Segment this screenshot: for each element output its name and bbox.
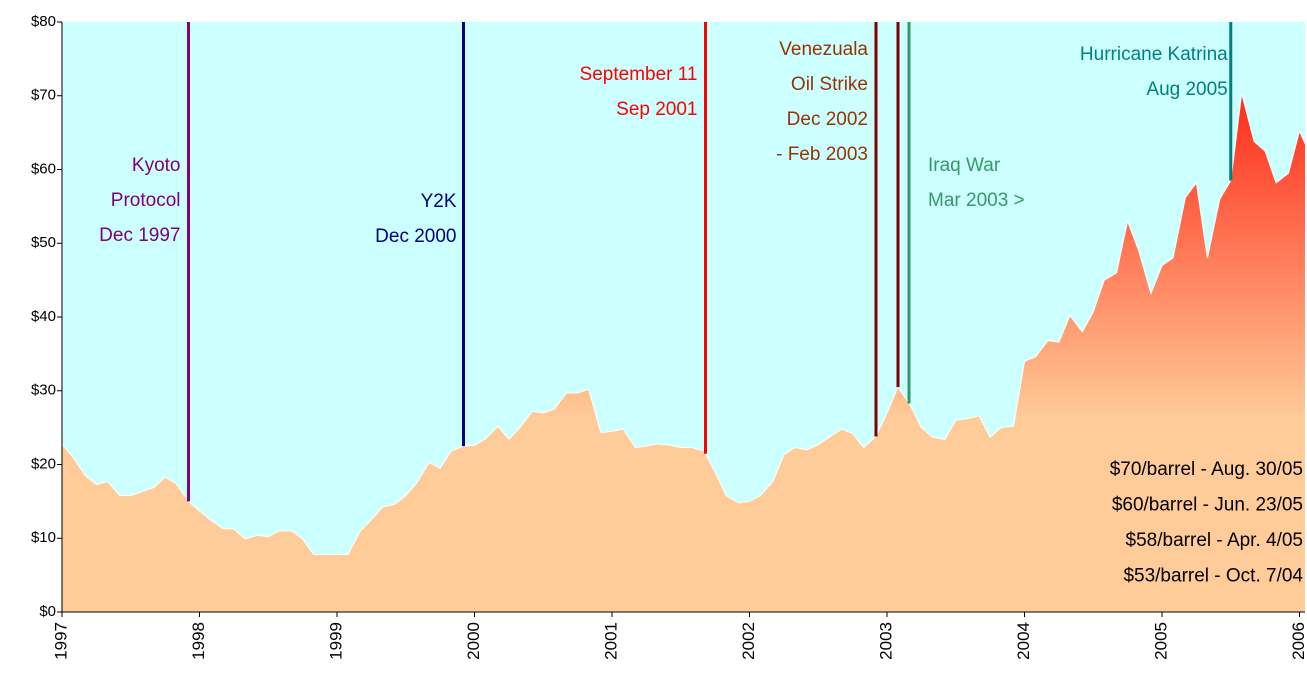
area	[62, 93, 1305, 612]
event-label: Mar 2003 >	[928, 190, 1025, 211]
x-tick-label: 2000	[464, 622, 483, 660]
y-tick-label: $40	[31, 308, 56, 325]
event-label: Protocol	[111, 190, 181, 211]
y-tick-label: $60	[31, 160, 56, 177]
x-tick-label: 1998	[189, 622, 208, 660]
x-tick-label: 2001	[601, 622, 620, 660]
y-tick-label: $20	[31, 455, 56, 472]
event-label: Hurricane Katrina	[1080, 44, 1228, 65]
event-label: Dec 2002	[787, 109, 868, 130]
x-tick-label: 2003	[876, 622, 895, 660]
event-label: Y2K	[421, 191, 457, 212]
y-tick-label: $50	[31, 234, 56, 251]
y-tick-label: $10	[31, 529, 56, 546]
event-label: September 11	[580, 64, 698, 85]
x-tick-label: 2002	[739, 622, 758, 660]
x-tick-label: 1999	[326, 622, 345, 660]
annotation: $70/barrel - Aug. 30/05	[1110, 459, 1303, 480]
event-label: Venezuala	[779, 39, 868, 60]
event-label: Kyoto	[132, 155, 181, 176]
x-tick-label: 2006	[1289, 622, 1307, 660]
event-label: Dec 1997	[99, 225, 180, 246]
x-tick-label: 2004	[1014, 622, 1033, 660]
area-edge	[61, 93, 1306, 555]
y-tick-label: $70	[31, 87, 56, 104]
event-label: Oil Strike	[791, 74, 868, 95]
event-label: Dec 2000	[375, 226, 456, 247]
y-tick-label: $0	[39, 603, 56, 620]
event-label: - Feb 2003	[776, 144, 868, 165]
event-label: Sep 2001	[616, 99, 697, 120]
event-label: Iraq War	[928, 155, 1001, 176]
annotation: $58/barrel - Apr. 4/05	[1126, 530, 1303, 551]
x-tick-label: 1997	[51, 622, 70, 660]
annotation: $53/barrel - Oct. 7/04	[1123, 566, 1303, 587]
annotation: $60/barrel - Jun. 23/05	[1112, 495, 1303, 516]
event-label: Aug 2005	[1146, 79, 1227, 100]
y-tick-label: $80	[31, 13, 56, 30]
y-tick-label: $30	[31, 382, 56, 399]
x-tick-label: 2005	[1151, 622, 1170, 660]
